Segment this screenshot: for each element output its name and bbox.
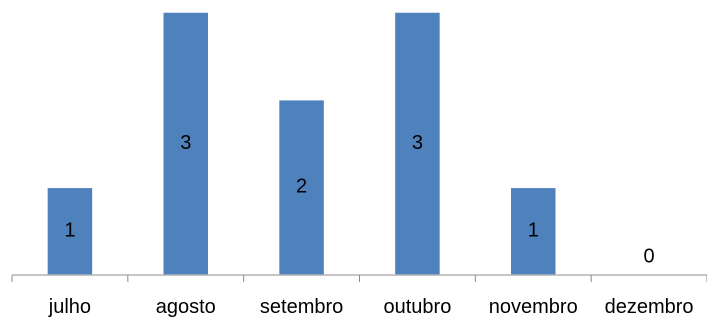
bar-agosto (162, 11, 210, 276)
bar-julho (46, 186, 94, 276)
category-label-novembro: novembro (489, 296, 578, 318)
category-labels-group: julho agosto setembro outubro novembro dezemb… (48, 296, 694, 318)
category-label-julho: julho (48, 296, 91, 318)
value-label-agosto: 3 (180, 132, 191, 154)
value-label-outubro: 3 (412, 132, 423, 154)
value-labels-group: 1 3 2 3 1 0 (64, 132, 654, 268)
bar-outubro (393, 11, 442, 276)
value-label-julho: 1 (64, 219, 75, 241)
value-label-dezembro: 0 (644, 245, 655, 267)
bars-group (46, 11, 557, 276)
category-label-outubro: outubro (383, 296, 451, 318)
category-label-dezembro: dezembro (605, 296, 694, 318)
category-label-setembro: setembro (260, 296, 343, 318)
value-label-setembro: 2 (296, 176, 307, 198)
x-axis-ticks (11, 275, 707, 282)
bar-setembro (277, 98, 326, 276)
category-label-agosto: agosto (156, 296, 216, 318)
value-label-novembro: 1 (528, 219, 539, 241)
